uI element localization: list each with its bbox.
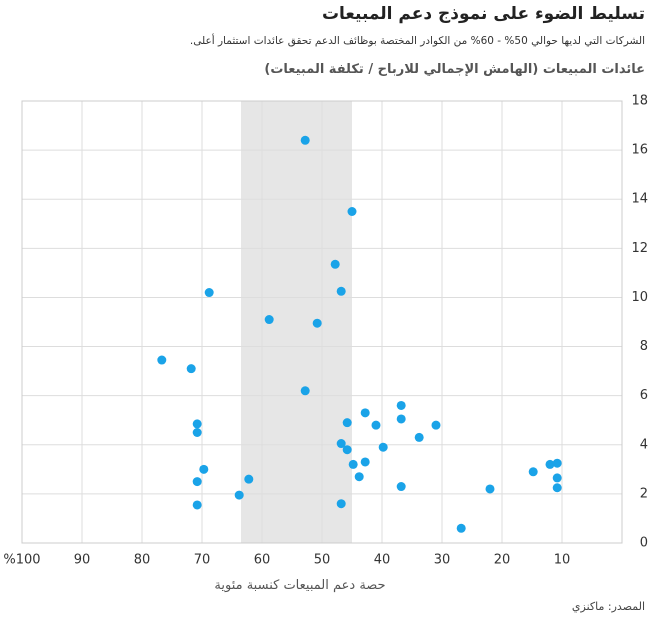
y-tick-label: 16 bbox=[631, 143, 648, 158]
point bbox=[192, 477, 202, 487]
chart-title: تسليط الضوء على نموذج دعم المبيعات bbox=[321, 4, 645, 24]
point bbox=[552, 483, 562, 493]
point bbox=[336, 439, 346, 449]
point bbox=[528, 467, 538, 477]
y-tick-label: 8 bbox=[640, 339, 648, 354]
point bbox=[244, 474, 254, 484]
point bbox=[199, 464, 209, 474]
plot-frame bbox=[21, 100, 623, 544]
point bbox=[360, 457, 370, 467]
point bbox=[336, 499, 346, 509]
x-tick-label: 70 bbox=[194, 553, 211, 568]
point bbox=[396, 400, 406, 410]
x-tick-label: 30 bbox=[434, 553, 451, 568]
y-tick-label: 18 bbox=[631, 94, 648, 109]
point bbox=[336, 286, 346, 296]
point bbox=[396, 414, 406, 424]
point bbox=[330, 259, 340, 269]
x-tick-label: 90 bbox=[74, 553, 91, 568]
x-tick-label: %100 bbox=[3, 553, 40, 568]
point bbox=[192, 428, 202, 437]
y-tick-label: 10 bbox=[631, 290, 648, 305]
point bbox=[396, 482, 406, 492]
point bbox=[414, 432, 424, 442]
point bbox=[545, 459, 555, 469]
y-tick-label: 14 bbox=[631, 192, 648, 207]
x-axis-label: حصة دعم المبيعات كنسبة مئوية bbox=[214, 578, 386, 593]
point bbox=[431, 420, 441, 430]
point bbox=[342, 418, 352, 428]
point bbox=[192, 419, 202, 429]
y-tick-label: 0 bbox=[640, 536, 648, 551]
point bbox=[157, 355, 167, 365]
highlight-band bbox=[241, 101, 352, 543]
point bbox=[300, 135, 310, 145]
x-tick-label: 80 bbox=[134, 553, 151, 568]
point bbox=[552, 458, 562, 468]
x-tick-label: 10 bbox=[554, 553, 571, 568]
point bbox=[485, 484, 495, 494]
point bbox=[234, 490, 244, 500]
point bbox=[347, 207, 357, 216]
point bbox=[204, 288, 214, 298]
point bbox=[348, 459, 358, 469]
x-tick-label: 50 bbox=[314, 553, 331, 568]
point bbox=[371, 420, 381, 430]
point bbox=[312, 318, 322, 328]
point bbox=[360, 408, 370, 418]
y-tick-label: 4 bbox=[640, 437, 648, 452]
point bbox=[552, 473, 562, 483]
x-tick-label: 40 bbox=[374, 553, 391, 568]
point bbox=[186, 364, 196, 374]
point bbox=[192, 500, 202, 510]
chart-subtitle: الشركات التي لديها حوالي 50% - 60% من ال… bbox=[189, 35, 645, 47]
y-tick-label: 2 bbox=[640, 486, 648, 501]
point bbox=[342, 445, 352, 455]
point bbox=[354, 472, 364, 482]
y-axis-label: عائدات المبيعات (الهامش الإجمالي للارباح… bbox=[264, 62, 645, 77]
point bbox=[456, 523, 466, 533]
point bbox=[264, 315, 274, 325]
x-tick-label: 60 bbox=[254, 553, 271, 568]
x-tick-label: 20 bbox=[494, 553, 511, 568]
y-tick-label: 6 bbox=[640, 388, 648, 403]
y-tick-label: 12 bbox=[631, 241, 648, 256]
point bbox=[300, 386, 310, 396]
point bbox=[378, 442, 388, 452]
source: المصدر: ماكنزي bbox=[571, 600, 645, 613]
